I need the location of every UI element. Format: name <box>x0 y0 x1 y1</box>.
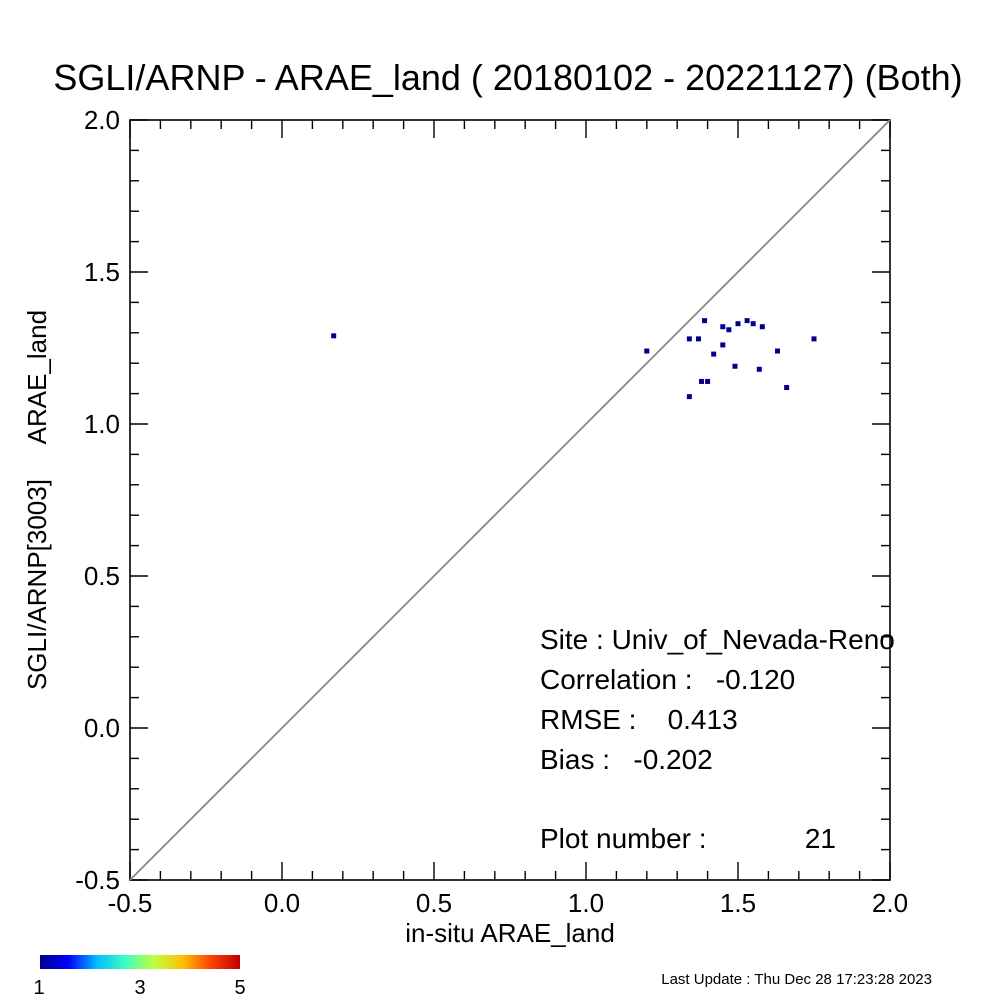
chart-title: SGLI/ARNP - ARAE_land ( 20180102 - 20221… <box>53 57 962 98</box>
data-point <box>784 385 790 391</box>
data-point <box>735 321 741 327</box>
data-point <box>720 324 726 330</box>
x-tick-label: 0.0 <box>264 888 300 918</box>
data-point <box>699 378 705 384</box>
correlation-label: Correlation : -0.120 <box>540 664 795 695</box>
y-tick-label: 1.5 <box>84 257 120 287</box>
plot-area <box>129 119 891 881</box>
last-update: Last Update : Thu Dec 28 17:23:28 2023 <box>661 971 932 988</box>
data-point <box>644 348 650 354</box>
colorbar-tick-label: 5 <box>234 977 245 999</box>
y-tick-label: 2.0 <box>84 105 120 135</box>
y-tick-labels: -0.5 0.0 0.5 1.0 1.5 2.0 <box>75 105 120 895</box>
minor-ticks <box>129 119 891 881</box>
data-point <box>756 366 762 372</box>
site-label: Site : Univ_of_Nevada-Reno <box>540 624 895 655</box>
data-point <box>720 342 726 348</box>
data-points <box>331 318 817 400</box>
data-point <box>726 327 732 333</box>
y-tick-label: 0.0 <box>84 713 120 743</box>
x-tick-label: 2.0 <box>872 888 908 918</box>
y-axis-label: SGLI/ARNP[3003] ARAE_land <box>22 310 52 690</box>
y-tick-label: 1.0 <box>84 409 120 439</box>
data-point <box>744 318 750 324</box>
y-tick-label: -0.5 <box>75 865 120 895</box>
data-point <box>686 394 692 400</box>
one-to-one-line <box>129 119 891 881</box>
data-point <box>759 324 765 330</box>
x-tick-label: 1.0 <box>568 888 604 918</box>
data-point <box>695 336 701 342</box>
x-tick-label: 0.5 <box>416 888 452 918</box>
plot-frame <box>129 119 891 881</box>
y-tick-label: 0.5 <box>84 561 120 591</box>
x-tick-labels: -0.5 0.0 0.5 1.0 1.5 2.0 <box>108 888 908 918</box>
data-point <box>775 348 781 354</box>
colorbar-tick-labels: 1 3 5 <box>33 977 245 999</box>
bias-label: Bias : -0.202 <box>540 744 713 775</box>
x-tick-label: -0.5 <box>108 888 153 918</box>
stats-box: Site : Univ_of_Nevada-Reno Correlation :… <box>540 624 895 854</box>
data-point <box>705 378 711 384</box>
colorbar-tick-label: 3 <box>134 977 145 999</box>
data-point <box>702 318 708 324</box>
data-point <box>686 336 692 342</box>
x-axis-label: in-situ ARAE_land <box>405 918 615 948</box>
colorbar: 1 3 5 <box>33 955 246 999</box>
plot-number-label: Plot number : <box>540 823 707 854</box>
data-point <box>711 351 717 357</box>
rmse-label: RMSE : 0.413 <box>540 704 738 735</box>
colorbar-tick-label: 1 <box>33 977 44 999</box>
data-point <box>750 321 756 327</box>
plot-number-value: 21 <box>805 823 836 854</box>
data-point <box>732 363 738 369</box>
data-point <box>331 333 337 339</box>
x-tick-label: 1.5 <box>720 888 756 918</box>
colorbar-gradient <box>40 955 240 969</box>
data-point <box>811 336 817 342</box>
